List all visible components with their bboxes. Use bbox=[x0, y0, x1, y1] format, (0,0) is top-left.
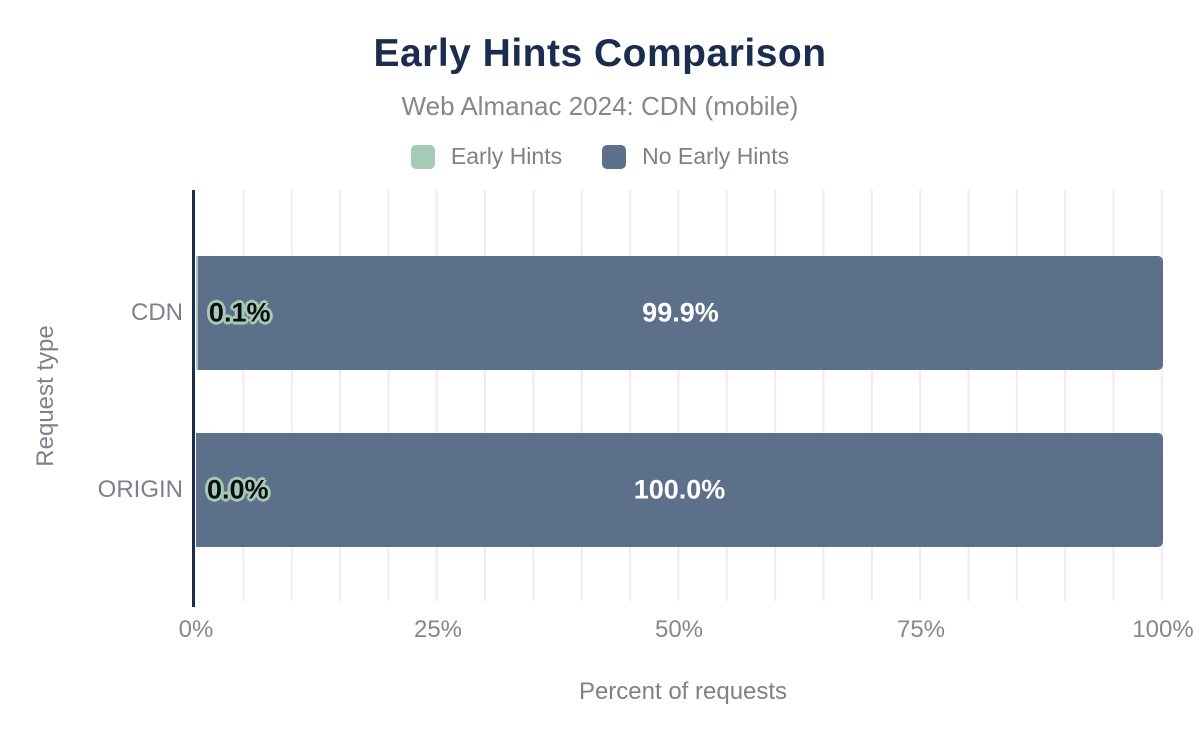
bar-label-cdn-early-hints: 0.1% bbox=[208, 297, 271, 328]
legend-item-no-early-hints: No Early Hints bbox=[602, 143, 789, 170]
x-tick-0: 0% bbox=[178, 616, 214, 643]
legend: Early Hints No Early Hints bbox=[0, 143, 1200, 170]
legend-swatch-no-early-hints bbox=[602, 144, 627, 169]
legend-label-early-hints: Early Hints bbox=[450, 143, 563, 169]
bar-origin: 0.0% 100.0% bbox=[196, 433, 1163, 547]
category-label-origin: ORIGIN bbox=[97, 476, 183, 503]
legend-label-no-early-hints: No Early Hints bbox=[642, 143, 790, 169]
x-tick-25: 25% bbox=[413, 616, 463, 643]
chart-title: Early Hints Comparison bbox=[373, 32, 827, 75]
bar-origin-no-early-hints-segment: 0.0% 100.0% bbox=[196, 433, 1163, 547]
x-tick-75: 75% bbox=[896, 616, 946, 643]
bar-cdn-no-early-hints-segment: 0.1% 99.9% bbox=[197, 256, 1163, 370]
chart-subtitle: Web Almanac 2024: CDN (mobile) bbox=[401, 91, 799, 121]
bar-cdn-early-hints-segment bbox=[196, 256, 198, 370]
bar-label-cdn-no-early-hints: 99.9% bbox=[642, 297, 719, 328]
category-label-cdn: CDN bbox=[131, 299, 183, 326]
legend-swatch-early-hints bbox=[410, 144, 435, 169]
bar-cdn: 0.1% 99.9% bbox=[196, 256, 1163, 370]
x-axis-title: Percent of requests bbox=[578, 678, 788, 705]
x-tick-50: 50% bbox=[654, 616, 704, 643]
bar-label-origin-early-hints: 0.0% bbox=[207, 474, 269, 505]
legend-item-early-hints: Early Hints bbox=[410, 143, 563, 170]
y-axis-line bbox=[192, 190, 195, 607]
bar-label-origin-no-early-hints: 100.0% bbox=[633, 474, 726, 505]
x-tick-100: 100% bbox=[1132, 616, 1194, 643]
